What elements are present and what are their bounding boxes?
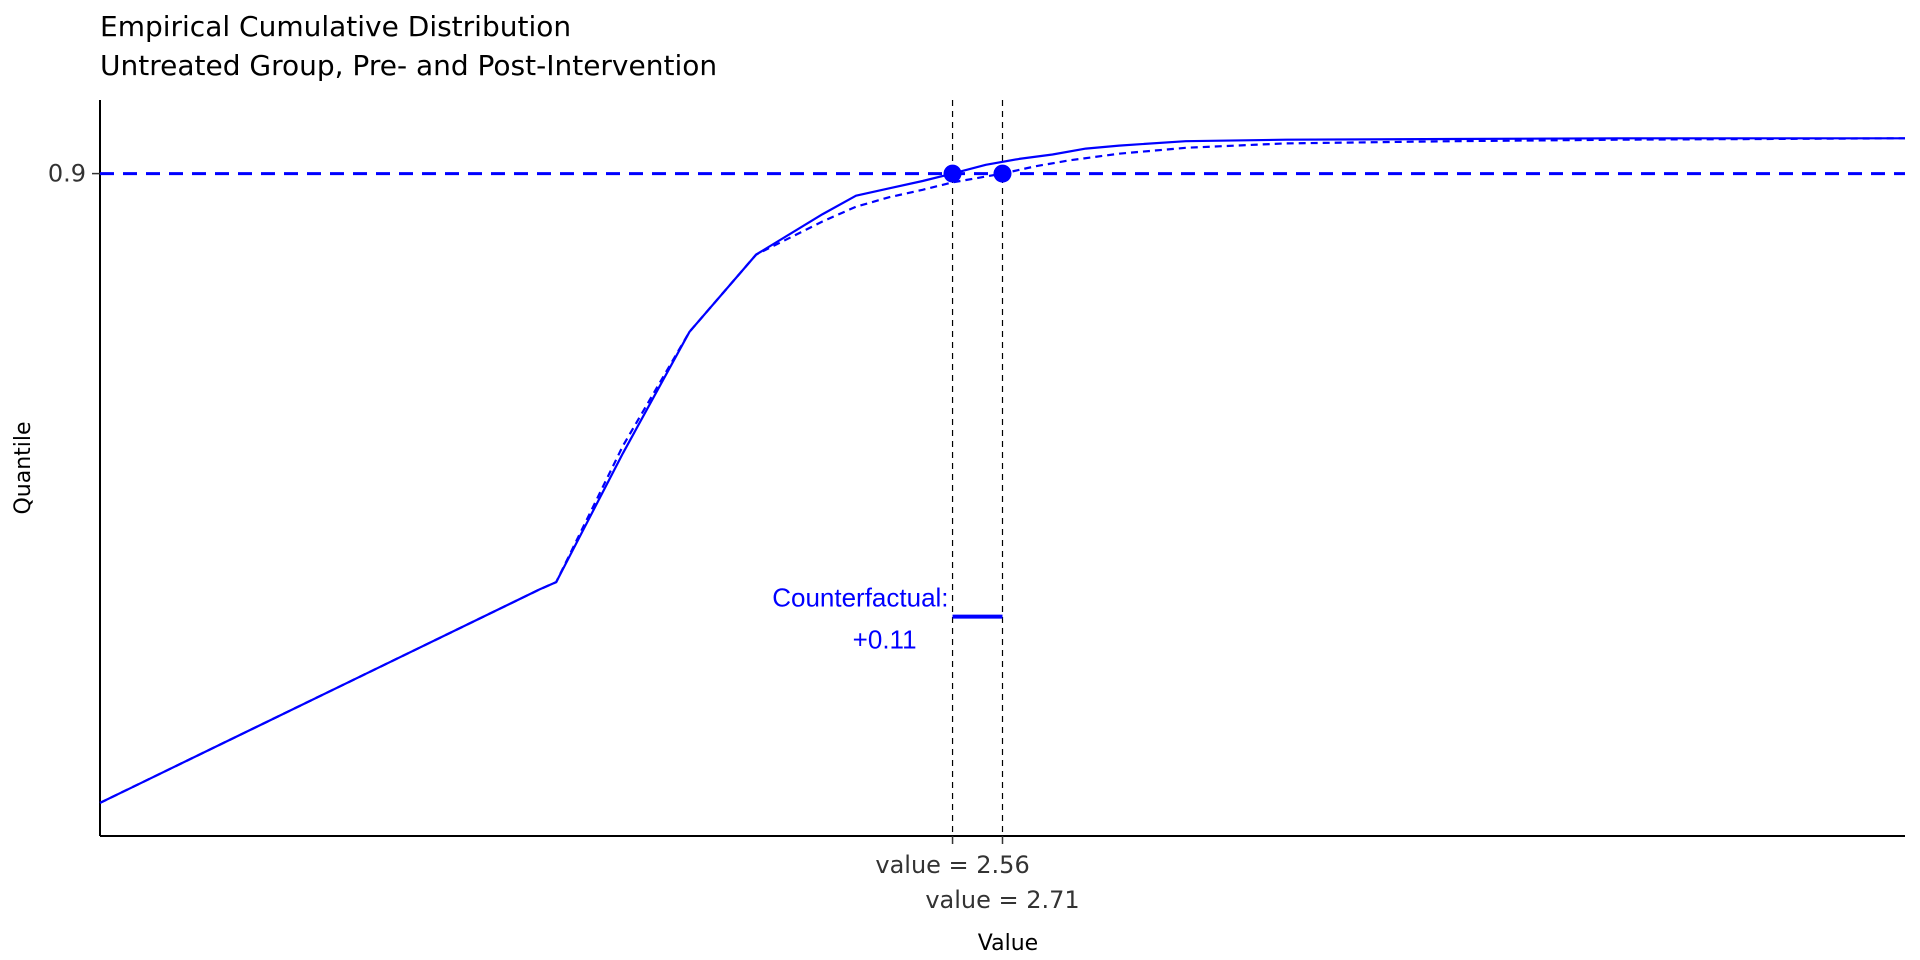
- ecdf-line-dashed: [99, 137, 1906, 804]
- y-axis-label: Quantile: [11, 421, 36, 514]
- counterfactual-label: Counterfactual:: [772, 583, 948, 613]
- x-axis-label: Value: [978, 931, 1038, 956]
- x-marker-label-2: value = 2.71: [925, 886, 1079, 914]
- x-marker-label-1: value = 2.56: [875, 851, 1029, 879]
- quantile-point-2: [993, 164, 1012, 183]
- y-tick-label-1: 0.9: [48, 160, 86, 188]
- counterfactual-value: +0.11: [853, 625, 917, 655]
- chart-title: Empirical Cumulative Distribution: [100, 10, 571, 43]
- plot-area: 0.9 value = 2.56 value = 2.71 Counterfactua…: [48, 100, 1906, 914]
- chart-subtitle: Untreated Group, Pre- and Post-Intervent…: [100, 49, 717, 82]
- quantile-point-1: [943, 164, 962, 183]
